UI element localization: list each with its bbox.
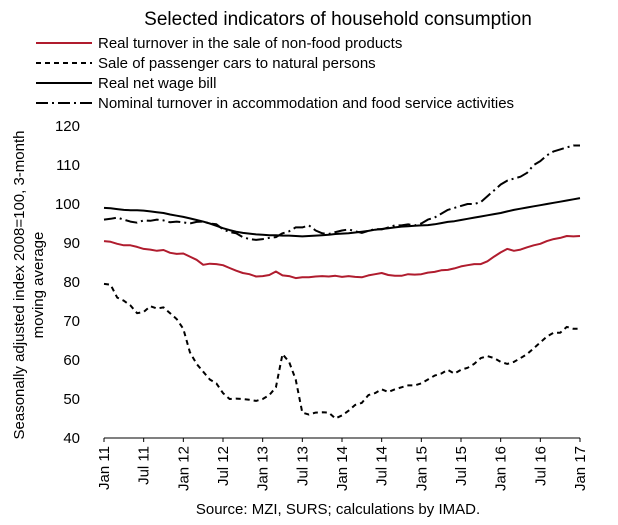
x-tick-label: Jul 16 [532,446,549,486]
legend-label-3: Real net wage bill [98,75,216,92]
y-axis-title-line2: moving average [30,232,47,339]
x-tick-label: Jul 13 [294,446,311,486]
legend: Real turnover in the sale of non-food pr… [36,35,514,112]
x-tick-label: Jan 13 [255,446,272,491]
series-line-3 [103,197,581,238]
y-tick-label: 70 [63,313,80,330]
x-tick-label: Jul 12 [215,446,232,486]
y-tick-label: 90 [63,235,80,252]
x-tick-label: Jan 15 [413,446,430,491]
y-tick-label: 120 [55,118,80,135]
y-tick-label: 110 [56,157,80,174]
series-line-2 [103,282,580,420]
x-tick-label: Jul 11 [136,446,153,485]
y-tick-label: 40 [63,430,80,447]
x-tick-label: Jan 17 [572,446,589,491]
x-tick-label: Jan 14 [334,446,351,491]
y-axis-title: Seasonally adjusted index 2008=100, 3-mo… [11,131,47,440]
series-line-4 [103,144,580,241]
x-tick-label: Jul 14 [374,446,391,486]
x-tick-label: Jan 16 [493,446,510,491]
y-tick-label: 50 [63,391,80,408]
y-axis-title-line1: Seasonally adjusted index 2008=100, 3-mo… [11,131,28,440]
x-tick-label: Jan 12 [175,446,192,491]
y-ticks: 40 50 60 70 80 90 100 110 120 [55,118,80,447]
series-line-1 [103,235,581,280]
x-ticks: Jan 11 Jul 11 Jan 12 Jul 12 Jan 13 Jul 13 Jan … [96,438,589,491]
x-tick-label: Jul 15 [453,446,470,486]
source-note: Source: MZI, SURS; calculations by IMAD. [196,501,480,518]
x-tick-label: Jan 11 [96,446,113,490]
legend-label-2: Sale of passenger cars to natural person… [98,55,376,72]
y-tick-label: 60 [63,352,80,369]
legend-label-4: Nominal turnover in accommodation and fo… [98,95,514,112]
legend-label-1: Real turnover in the sale of non-food pr… [98,35,402,52]
plot-area [103,144,581,420]
chart-title: Selected indicators of household consump… [144,9,532,30]
y-tick-label: 100 [55,196,80,213]
y-tick-label: 80 [63,274,80,291]
